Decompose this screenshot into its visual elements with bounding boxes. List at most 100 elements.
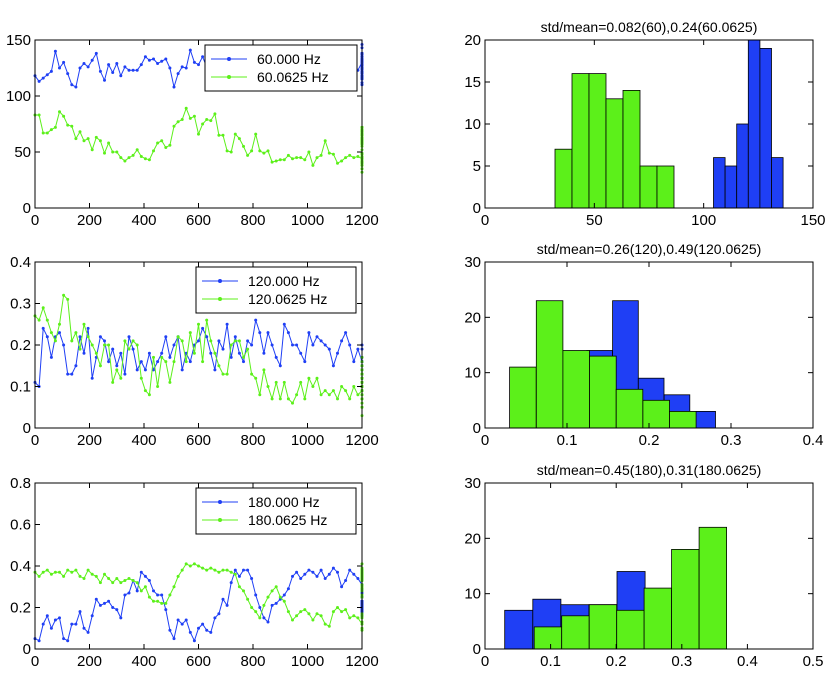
chart-title: std/mean=0.26(120),0.49(120.0625) xyxy=(537,241,762,257)
data-point xyxy=(98,581,102,585)
data-point xyxy=(331,566,335,570)
data-point xyxy=(340,339,344,343)
data-point xyxy=(115,62,119,65)
data-point xyxy=(336,570,339,574)
data-point xyxy=(90,148,94,152)
data-point xyxy=(86,137,90,141)
x-tick-label: 0.3 xyxy=(721,432,742,449)
data-point xyxy=(307,612,311,616)
data-point xyxy=(103,601,106,605)
data-point xyxy=(164,57,168,61)
data-point xyxy=(111,380,115,384)
data-point xyxy=(254,318,258,322)
y-tick-label: 0 xyxy=(473,420,481,437)
data-point xyxy=(258,616,262,620)
data-point xyxy=(123,339,127,343)
data-point xyxy=(201,122,205,126)
data-point xyxy=(180,65,184,69)
data-point xyxy=(319,614,323,618)
data-point xyxy=(111,581,115,585)
data-point xyxy=(246,568,250,572)
data-point xyxy=(62,637,66,641)
data-point xyxy=(356,393,360,397)
data-point xyxy=(90,572,94,576)
data-point xyxy=(49,128,53,132)
data-point xyxy=(331,389,335,393)
x-tick-label: 0.4 xyxy=(737,653,758,670)
panel-hist-180hz: std/mean=0.45(180),0.31(180.0625) 0 10 20 30… xyxy=(464,462,823,670)
data-point xyxy=(74,568,78,572)
data-point xyxy=(172,85,176,89)
data-point xyxy=(344,608,348,612)
data-point xyxy=(94,135,98,139)
data-point xyxy=(90,58,94,62)
x-tick-label: 200 xyxy=(77,432,102,449)
data-point xyxy=(197,339,200,343)
data-point xyxy=(184,618,188,622)
data-point xyxy=(184,106,188,110)
data-point xyxy=(66,568,70,572)
data-point xyxy=(94,351,98,355)
data-point xyxy=(307,376,311,380)
data-point xyxy=(131,347,135,351)
data-point xyxy=(156,141,160,145)
data-point xyxy=(340,610,344,614)
y-tick-label: 0.1 xyxy=(10,379,31,396)
data-point xyxy=(327,572,331,576)
data-point xyxy=(74,137,78,141)
data-point xyxy=(319,393,323,397)
data-point xyxy=(258,331,262,335)
data-point xyxy=(315,574,319,578)
data-point xyxy=(160,601,164,605)
axes-frame xyxy=(484,482,814,650)
x-tick-label: 600 xyxy=(186,212,211,229)
x-tick-label: 1000 xyxy=(291,212,324,229)
data-point xyxy=(356,155,360,158)
data-point xyxy=(327,393,331,397)
data-point xyxy=(147,158,151,162)
histogram-bar xyxy=(615,388,644,429)
y-tick-label: 0.2 xyxy=(10,600,31,617)
data-point xyxy=(192,351,196,355)
data-point xyxy=(286,331,290,335)
data-point xyxy=(156,62,160,65)
data-point xyxy=(221,347,225,351)
data-point xyxy=(172,360,176,364)
data-point xyxy=(143,585,147,589)
data-point xyxy=(86,630,90,634)
data-point xyxy=(82,577,86,580)
data-point xyxy=(319,568,323,572)
data-point xyxy=(131,68,135,72)
x-tick-label: 1200 xyxy=(345,212,378,229)
data-point xyxy=(340,585,344,589)
data-point xyxy=(233,572,237,576)
data-point xyxy=(49,69,53,73)
data-point xyxy=(254,376,258,380)
data-point xyxy=(172,637,176,641)
data-point xyxy=(94,597,98,601)
data-point xyxy=(209,630,213,634)
x-tick-label: 600 xyxy=(186,432,211,449)
x-tick-label: 1000 xyxy=(291,432,324,449)
data-point xyxy=(168,355,172,359)
y-tick-label: 5 xyxy=(473,158,481,175)
data-point xyxy=(143,389,147,393)
data-point xyxy=(107,141,111,145)
data-point xyxy=(266,331,270,335)
legend-marker xyxy=(227,75,231,79)
data-point xyxy=(41,326,45,330)
data-point xyxy=(225,603,229,607)
data-point xyxy=(278,158,282,162)
data-point xyxy=(139,570,143,574)
histogram-bar xyxy=(736,123,749,209)
data-point xyxy=(327,347,331,351)
data-point xyxy=(246,153,250,157)
data-point xyxy=(352,572,356,576)
data-point xyxy=(217,612,221,616)
data-point xyxy=(37,79,41,83)
data-point xyxy=(188,48,192,52)
data-point xyxy=(213,616,217,620)
data-point xyxy=(41,306,45,310)
data-point xyxy=(336,351,339,355)
data-point xyxy=(115,368,119,372)
